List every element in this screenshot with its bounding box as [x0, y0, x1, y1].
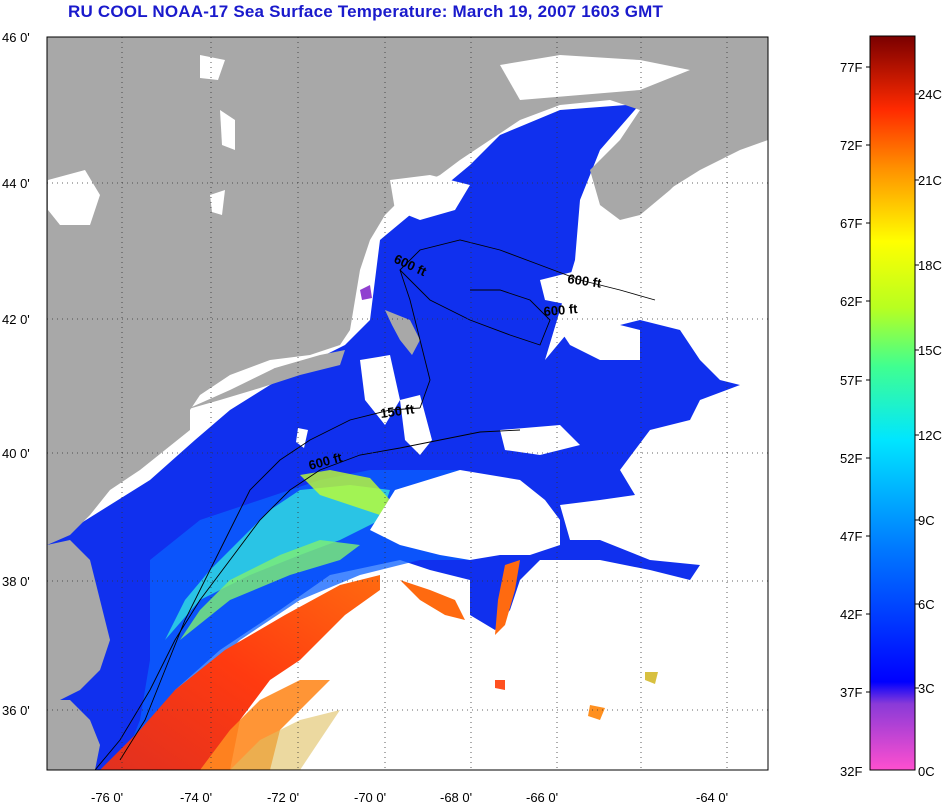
colorbar-label-f: 67F: [840, 216, 862, 231]
gulf-stream: [100, 575, 380, 770]
cloud-cover-2: [390, 175, 470, 220]
land-north-america: [47, 37, 768, 545]
warm-edge: [230, 710, 340, 770]
colorbar-label-c: 15C: [918, 343, 942, 358]
colorbar-label-f: 77F: [840, 60, 862, 75]
delmarva: [47, 540, 110, 700]
contour-600ft-north: [399, 239, 656, 409]
lon-label: -72 0': [267, 790, 299, 805]
land-snow-4: [500, 55, 690, 100]
nova-scotia: [600, 125, 768, 215]
lon-label: -68 0': [440, 790, 472, 805]
lat-label: 36 0': [2, 703, 30, 718]
contour-label: 150 ft: [379, 401, 415, 421]
colorbar-label-f: 47F: [840, 529, 862, 544]
lat-label: 44 0': [2, 176, 30, 191]
bay-cold-water: [360, 285, 372, 300]
land-snow-5: [210, 190, 225, 215]
colorbar-label-c: 9C: [918, 513, 935, 528]
colorbar-label-c: 3C: [918, 681, 935, 696]
map-title: RU COOL NOAA-17 Sea Surface Temperature:…: [68, 2, 664, 21]
color-bar-gradient: [869, 35, 916, 771]
contour-label: 600 ft: [567, 271, 603, 291]
colorbar-label-c: 0C: [918, 764, 935, 779]
green-band: [180, 540, 360, 640]
cloud-cover-6: [400, 395, 432, 455]
land-snow-3: [220, 110, 235, 150]
lon-label: -64 0': [696, 790, 728, 805]
land-snow-2: [200, 55, 225, 80]
colorbar-label-c: 12C: [918, 428, 942, 443]
lat-label: 40 0': [2, 446, 30, 461]
colorbar-label-c: 6C: [918, 597, 935, 612]
colorbar-label-c: 18C: [918, 258, 942, 273]
colorbar-label-f: 62F: [840, 294, 862, 309]
colorbar-label-f: 37F: [840, 685, 862, 700]
contour-label: 600 ft: [543, 301, 579, 319]
cloud-cover: [370, 470, 560, 560]
latitude-labels: 46 0' 44 0' 42 0' 40 0' 38 0' 36 0': [2, 30, 30, 718]
contour-600ft-south: [94, 429, 521, 770]
colorbar-label-f: 32F: [840, 764, 862, 779]
plot-frame: [46, 36, 769, 771]
warm-filament: [400, 580, 465, 620]
lon-label: -70 0': [354, 790, 386, 805]
cape-cod: [385, 310, 420, 355]
cloud-cover-8: [500, 425, 580, 455]
color-bar: 77F 72F 67F 62F 57F 52F 47F 42F 37F 32F …: [840, 35, 942, 779]
colorbar-label-f: 57F: [840, 373, 862, 388]
lon-label: -66 0': [526, 790, 558, 805]
map-grid: [47, 37, 768, 770]
cloud-cover-4: [560, 320, 640, 360]
lon-label: -74 0': [180, 790, 212, 805]
contour-150ft: [119, 407, 421, 761]
lat-label: 38 0': [2, 574, 30, 589]
yellow-band: [300, 470, 390, 515]
land-snow: [48, 170, 100, 225]
lon-label: -76 0': [91, 790, 123, 805]
longitude-labels: -76 0' -74 0' -72 0' -70 0' -68 0' -66 0…: [91, 790, 728, 805]
long-island: [185, 350, 345, 410]
cloud-cover-5: [360, 355, 400, 425]
southern-coast: [47, 700, 100, 770]
colorbar-label-c: 24C: [918, 87, 942, 102]
warm-filament-2: [495, 560, 520, 635]
cloud-cover-3: [540, 270, 620, 305]
lat-label: 46 0': [2, 30, 30, 45]
colorbar-label-f: 52F: [840, 451, 862, 466]
colorbar-label-f: 42F: [840, 607, 862, 622]
gulf-stream-edge: [200, 680, 330, 770]
colorbar-label-f: 72F: [840, 138, 862, 153]
warm-spot-3: [495, 680, 505, 690]
colorbar-label-c: 21C: [918, 173, 942, 188]
lat-label: 42 0': [2, 312, 30, 327]
warm-spot-2: [645, 672, 658, 684]
contour-gom: [399, 269, 551, 346]
warm-spot: [588, 705, 605, 720]
